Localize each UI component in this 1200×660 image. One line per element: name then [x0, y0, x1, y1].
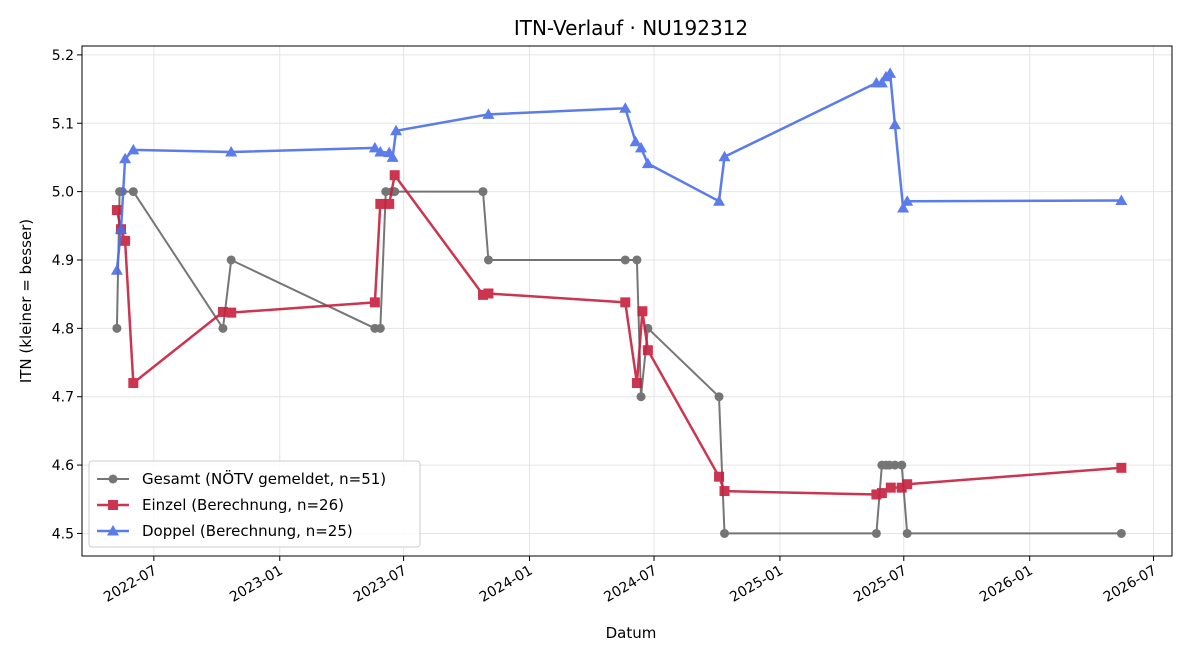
y-tick-label: 4.9 [52, 253, 74, 269]
data-point [720, 528, 730, 538]
data-point [390, 124, 403, 136]
legend-swatch-marker [108, 474, 118, 484]
data-point [629, 135, 642, 147]
data-point [225, 145, 238, 157]
y-tick-label: 4.5 [52, 526, 74, 542]
data-point [115, 223, 128, 234]
y-axis-ticks: 4.5 4.6 4.7 4.8 4.9 5.0 5.1 5.2 [52, 48, 82, 542]
data-point [1115, 194, 1128, 206]
legend-frame [88, 460, 421, 548]
data-point [641, 157, 654, 169]
y-tick-label: 5.1 [52, 116, 74, 132]
data-point [890, 460, 900, 470]
y-axis-label: ITN (kleiner = besser) [17, 219, 35, 383]
data-point [127, 143, 140, 155]
data-point [718, 150, 731, 162]
data-point [384, 198, 395, 209]
data-point [110, 264, 123, 275]
data-point [636, 392, 646, 402]
series-circle-group [112, 187, 1126, 538]
legend-item [97, 500, 129, 510]
data-point [871, 489, 882, 500]
data-point [226, 307, 237, 318]
data-point [381, 187, 391, 197]
data-point [631, 378, 642, 389]
data-point [128, 187, 138, 197]
data-point [368, 141, 381, 153]
legend-item [97, 474, 129, 484]
data-point [226, 255, 236, 265]
legend-swatch-marker [107, 525, 119, 536]
y-tick-label: 4.6 [52, 458, 74, 474]
data-point [871, 528, 881, 538]
data-point [632, 255, 642, 265]
series-square-group [111, 170, 1127, 500]
y-tick-label: 5.0 [52, 185, 74, 201]
legend-label: Doppel (Berechnung, n=25) [142, 522, 353, 540]
data-point [719, 486, 730, 497]
legend-swatch-marker [108, 500, 118, 510]
data-point [896, 482, 907, 493]
data-point [389, 170, 400, 181]
data-point [386, 151, 399, 162]
data-point [1116, 528, 1126, 538]
data-point [875, 76, 888, 88]
y-tick-label: 4.7 [52, 390, 74, 406]
legend-label: Gesamt (NÖTV gemeldet, n=51) [142, 469, 386, 488]
data-point [897, 460, 907, 470]
data-point [902, 528, 912, 538]
data-point [888, 118, 901, 130]
chart-title: ITN-Verlauf · NU192312 [514, 16, 748, 40]
data-point [483, 288, 494, 299]
data-point [374, 145, 387, 157]
data-point [112, 323, 122, 333]
series-triangle-group [110, 67, 1128, 275]
data-point [637, 306, 648, 317]
data-point [714, 471, 725, 482]
data-point [120, 235, 131, 246]
data-point [217, 306, 228, 317]
legend: Gesamt (NÖTV gemeldet, n=51) Einzel (Bere… [88, 460, 421, 548]
legend-label: Einzel (Berechnung, n=26) [142, 496, 344, 514]
data-point [714, 392, 724, 402]
data-point [128, 378, 139, 389]
x-axis-label: Datum [606, 624, 657, 642]
data-point [902, 479, 913, 490]
data-point [483, 255, 493, 265]
plot-frame [81, 45, 1173, 557]
data-point [619, 102, 632, 113]
data-point [884, 67, 897, 78]
data-point [620, 297, 631, 308]
y-tick-label: 5.2 [52, 48, 74, 64]
data-point [713, 195, 726, 206]
data-point [477, 289, 488, 300]
data-point [375, 198, 386, 209]
data-point [642, 345, 653, 356]
data-point [375, 323, 385, 333]
data-point [111, 205, 122, 216]
data-point [218, 323, 228, 333]
data-point [1116, 462, 1127, 473]
data-point [478, 187, 488, 197]
y-tick-label: 4.8 [52, 321, 74, 337]
series-layer [110, 67, 1128, 538]
data-point [885, 482, 896, 493]
data-point [119, 152, 132, 164]
data-point [369, 297, 380, 308]
data-point [620, 255, 630, 265]
data-point [897, 202, 910, 213]
legend-item [97, 525, 129, 536]
data-point [635, 141, 648, 153]
data-point [482, 108, 495, 119]
data-point [876, 488, 887, 499]
data-point [901, 195, 914, 206]
